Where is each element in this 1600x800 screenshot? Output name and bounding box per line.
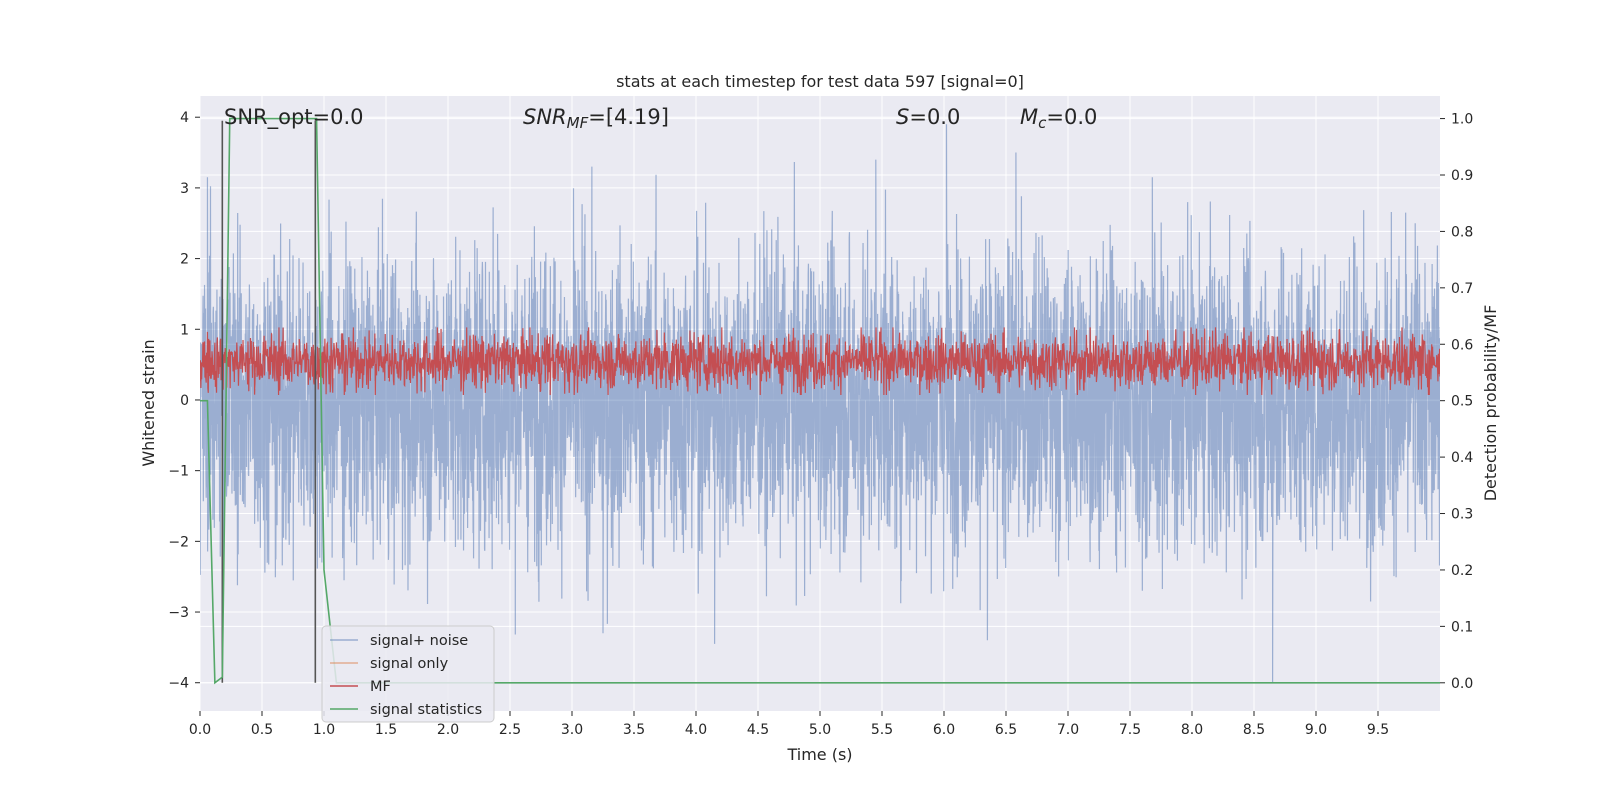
y2-axis-ticks: 1.0 0.9 0.8 0.7 0.6 0.5 0.4 0.3 0.2 0.1 0.0 <box>1440 112 1473 692</box>
y2-tick-label: 0.1 <box>1451 619 1473 635</box>
y2-tick-label: 0.3 <box>1451 507 1473 523</box>
y2-tick-label: 0.9 <box>1451 168 1473 184</box>
y2-tick-label: 0.8 <box>1451 224 1473 240</box>
y-tick-label: 2 <box>180 252 189 268</box>
x-tick-label: 6.5 <box>995 722 1017 738</box>
annotation-s-symbol: S <box>896 105 909 129</box>
annotation-s: S=0.0 <box>896 105 960 129</box>
y-tick-label: −1 <box>168 464 189 480</box>
x-tick-label: 7.0 <box>1057 722 1079 738</box>
y2-tick-label: 1.0 <box>1451 112 1473 128</box>
y2-tick-label: 0.4 <box>1451 450 1473 466</box>
annotation-snr-mf-value: =[4.19] <box>588 105 669 129</box>
annotation-mc: Mc=0.0 <box>1020 105 1097 132</box>
chart-title: stats at each timestep for test data 597… <box>616 72 1024 91</box>
x-tick-label: 4.5 <box>747 722 769 738</box>
x-tick-label: 9.0 <box>1305 722 1327 738</box>
legend: signal+ noise signal only MF signal stat… <box>321 625 495 723</box>
y2-tick-label: 0.0 <box>1451 676 1473 692</box>
x-tick-label: 7.5 <box>1119 722 1141 738</box>
annotation-snr-mf-subscript: MF <box>567 114 589 132</box>
x-tick-label: 1.5 <box>375 722 397 738</box>
y-tick-label: −3 <box>168 605 189 621</box>
y-tick-label: −4 <box>168 676 189 692</box>
x-tick-label: 0.0 <box>189 722 211 738</box>
y-tick-label: 0 <box>180 393 189 409</box>
x-tick-label: 2.5 <box>499 722 521 738</box>
y-tick-label: 1 <box>180 322 189 338</box>
x-tick-label: 9.5 <box>1367 722 1389 738</box>
x-axis-ticks: 0.0 0.5 1.0 1.5 2.0 2.5 3.0 3.5 4.0 4.5 5.0 5.5 6.0 6… <box>189 711 1389 738</box>
annotation-snr-opt: SNR_opt=0.0 <box>224 105 364 130</box>
y2-tick-label: 0.5 <box>1451 394 1473 410</box>
annotation-mc-subscript: c <box>1038 114 1047 132</box>
annotation-mc-symbol: M <box>1020 105 1038 129</box>
x-tick-label: 3.0 <box>561 722 583 738</box>
x-tick-label: 0.5 <box>251 722 273 738</box>
legend-label-signal-noise: signal+ noise <box>370 633 468 649</box>
y-tick-label: 4 <box>180 110 189 126</box>
x-tick-label: 2.0 <box>437 722 459 738</box>
x-tick-label: 6.0 <box>933 722 955 738</box>
x-tick-label: 3.5 <box>623 722 645 738</box>
x-tick-label: 4.0 <box>685 722 707 738</box>
x-tick-label: 8.0 <box>1181 722 1203 738</box>
annotation-mc-value: =0.0 <box>1046 105 1097 129</box>
annotation-snr-mf-symbol: SNR <box>523 105 567 129</box>
y-axis-label: Whitened strain <box>139 339 158 466</box>
x-axis-label: Time (s) <box>786 745 852 764</box>
legend-label-mf: MF <box>370 679 391 695</box>
x-tick-label: 8.5 <box>1243 722 1265 738</box>
y2-tick-label: 0.6 <box>1451 337 1473 353</box>
annotation-snr-mf: SNRMF=[4.19] <box>523 105 669 132</box>
y-axis-ticks: 4 3 2 1 0 −1 −2 −3 −4 <box>168 110 200 692</box>
y2-axis-label: Detection probability/MF <box>1481 305 1500 502</box>
legend-box <box>321 625 495 723</box>
x-tick-label: 5.0 <box>809 722 831 738</box>
series-mf <box>200 327 1440 396</box>
y2-tick-label: 0.7 <box>1451 281 1473 297</box>
x-tick-label: 5.5 <box>871 722 893 738</box>
y-tick-label: 3 <box>180 181 189 197</box>
legend-label-signal-statistics: signal statistics <box>370 702 482 718</box>
x-tick-label: 1.0 <box>313 722 335 738</box>
legend-label-signal-only: signal only <box>370 656 449 672</box>
annotation-s-value: =0.0 <box>909 105 960 129</box>
marker-lines <box>221 120 317 683</box>
y-tick-label: −2 <box>168 534 189 550</box>
y2-tick-label: 0.2 <box>1451 563 1473 579</box>
